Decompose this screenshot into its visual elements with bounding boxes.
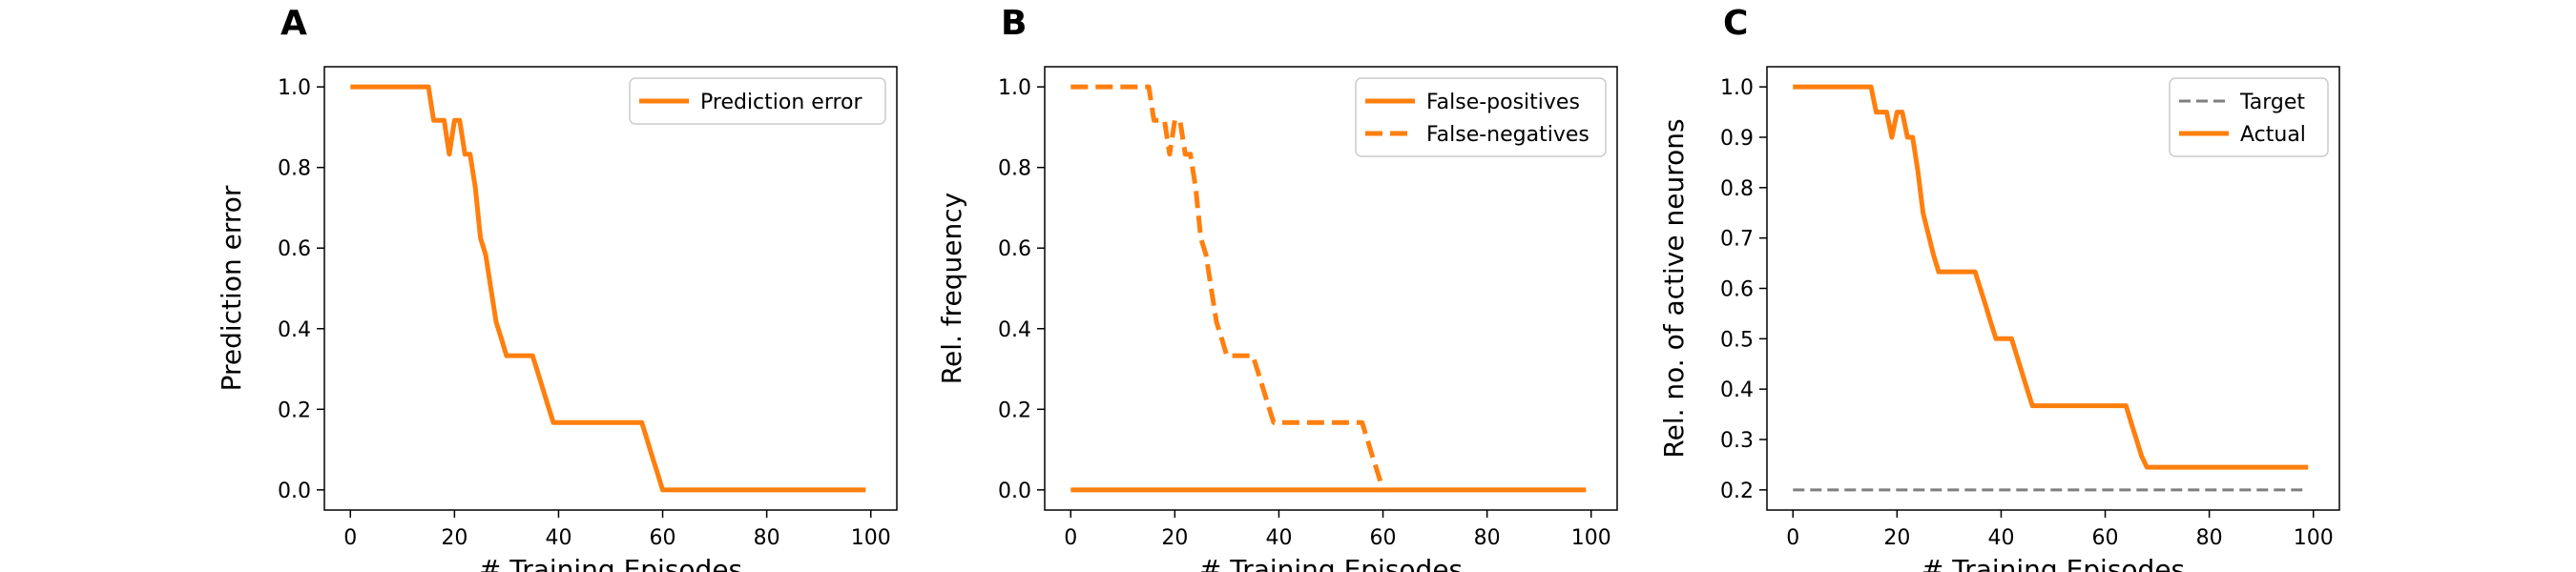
panel-letter: C [1723,4,1748,43]
x-tick-label: 80 [754,526,780,550]
y-tick-label: 0.8 [278,157,311,181]
legend: Target Actual [2169,77,2329,157]
y-tick-label: 1.0 [998,76,1031,100]
legend-frame [2169,77,2329,157]
panel-b: B 0 20 40 60 80 100 0.0 0.2 0.4 0.6 0.8 1.0 # Trainin… [936,4,1618,572]
y-tick-label: 0.3 [1720,429,1754,453]
y-tick-label: 0.6 [1720,278,1754,302]
y-tick-label: 0.4 [278,318,311,342]
legend-label: Target [2239,91,2305,114]
legend-label: Actual [2240,123,2306,147]
y-tick-label: 0.5 [1720,328,1754,352]
x-tick-label: 0 [1786,526,1799,550]
series-line-actual [1793,84,2309,470]
x-tick-label: 40 [1265,526,1292,550]
x-tick-label: 60 [650,526,676,550]
x-tick-label: 60 [2092,526,2119,550]
x-axis-label: # Training Episodes [1199,554,1463,572]
legend-frame [1355,77,1607,157]
x-tick-label: 40 [1987,526,2014,550]
x-tick-label: 100 [2294,526,2334,550]
panel-letter: A [280,4,307,43]
y-tick-label: 1.0 [1720,76,1754,100]
x-tick-label: 0 [1064,526,1077,550]
legend-label: Prediction error [700,91,862,114]
x-tick-label: 0 [343,526,357,550]
y-tick-label: 0.2 [998,398,1031,422]
legend-label: False-negatives [1426,123,1589,147]
y-tick-label: 0.7 [1720,228,1754,252]
y-tick-label: 0.8 [1720,177,1754,201]
y-tick-label: 0.9 [1720,127,1754,151]
legend: Prediction error [629,77,886,125]
axes-frame [1044,66,1618,511]
panel-letter: B [1001,4,1027,43]
x-tick-label: 100 [1571,526,1611,550]
x-tick-label: 20 [441,526,467,550]
y-tick-label: 0.2 [278,398,311,422]
y-tick-label: 0.0 [278,480,311,503]
y-tick-label: 0.6 [278,237,311,261]
x-axis-label: # Training Episodes [1922,554,2185,572]
y-tick-label: 0.4 [1720,378,1754,402]
series-line-false-negatives [1070,84,1385,491]
legend-label: False-positives [1426,91,1580,114]
legend: False-positives False-negatives [1355,77,1607,157]
x-tick-label: 80 [2196,526,2223,550]
panel-c: C 0 20 40 60 80 100 0.2 0.3 0.4 0.5 0.6 0.7 0.8 0.9 1.0… [1658,4,2340,572]
x-tick-label: 40 [545,526,571,550]
y-tick-label: 0.6 [998,237,1031,261]
y-axis-label: Rel. frequency [936,193,967,384]
y-tick-label: 0.0 [998,480,1031,503]
y-axis-label: Rel. no. of active neurons [1658,118,1690,458]
x-axis-label: # Training Episodes [479,554,742,572]
axes-frame [323,66,898,511]
series-line-prediction-error [350,84,866,493]
x-tick-label: 20 [1883,526,1910,550]
x-tick-label: 80 [1474,526,1501,550]
x-tick-label: 60 [1370,526,1397,550]
y-axis-label: Prediction error [216,185,247,391]
y-tick-label: 1.0 [278,76,311,100]
y-tick-label: 0.8 [998,157,1031,181]
legend-frame [629,77,886,125]
x-tick-label: 100 [851,526,891,550]
y-tick-label: 0.2 [1720,480,1754,503]
panel-a: A 0 20 40 60 80 100 0.0 0.2 0.4 0.6 0.8 1.0 # Trainin… [216,4,898,572]
y-tick-label: 0.4 [998,318,1031,342]
x-tick-label: 20 [1161,526,1188,550]
